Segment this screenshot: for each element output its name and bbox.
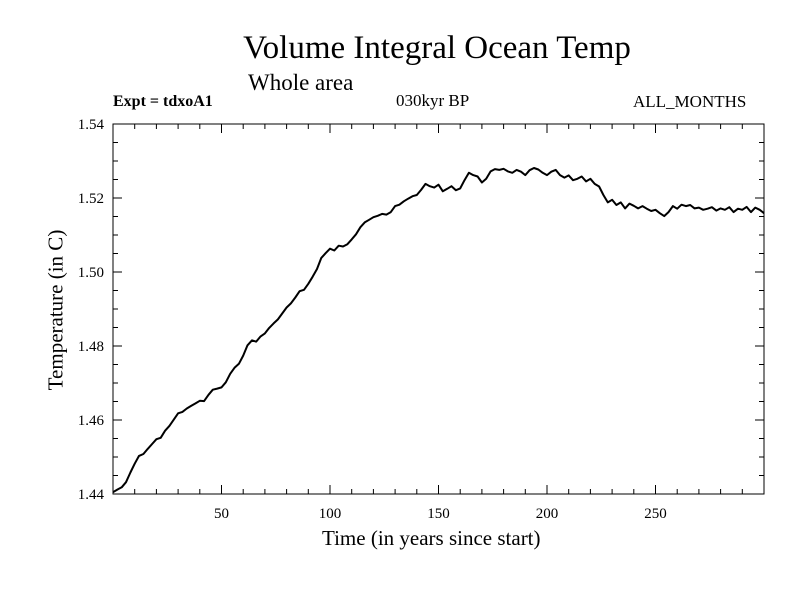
- y-tick-label: 1.50: [78, 265, 104, 281]
- series-layer: [112, 167, 765, 494]
- x-tick-label: 250: [644, 506, 667, 522]
- y-tick-label: 1.48: [78, 339, 104, 355]
- x-tick-label: 100: [319, 506, 342, 522]
- months-label: ALL_MONTHS: [633, 92, 747, 111]
- plot-frame: [112, 123, 765, 495]
- x-tick-label: 50: [214, 506, 229, 522]
- experiment-label: Expt = tdxoA1: [113, 93, 213, 110]
- chart-title: Volume Integral Ocean Temp: [243, 30, 631, 66]
- series-line: [112, 167, 765, 494]
- y-tick-label: 1.44: [78, 487, 105, 503]
- y-tick-label: 1.54: [78, 117, 105, 133]
- x-tick-label: 200: [536, 506, 559, 522]
- axis-ticks: [113, 124, 764, 494]
- y-tick-label: 1.52: [78, 191, 104, 207]
- x-axis-label: Time (in years since start): [322, 526, 541, 550]
- y-tick-label: 1.46: [78, 413, 105, 429]
- period-label: 030kyr BP: [396, 91, 470, 110]
- axis-tick-labels: 50 100 150 200 250 1.44 1.46 1.48 1.50 1.52 1.54: [78, 117, 667, 522]
- chart-subtitle: Whole area: [248, 70, 354, 95]
- x-tick-label: 150: [427, 506, 450, 522]
